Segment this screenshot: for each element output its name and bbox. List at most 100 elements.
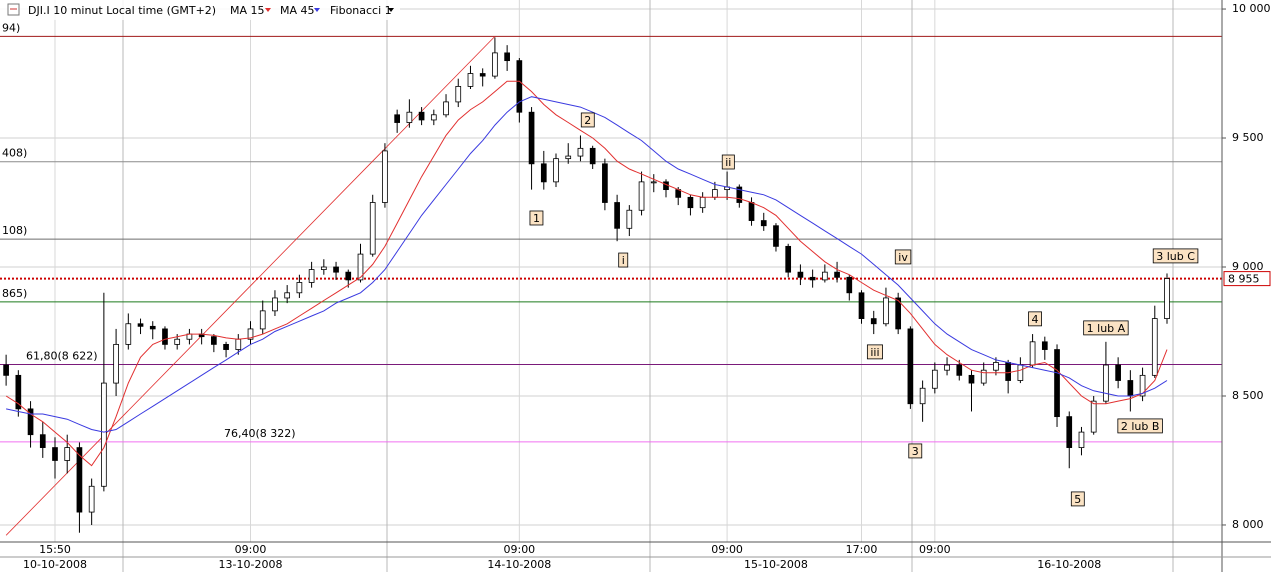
wave-label: 5 [1074, 493, 1081, 506]
candle-body [1017, 364, 1024, 381]
y-tick-label: 8 000 [1232, 518, 1264, 531]
wave-label: 1 lub A [1087, 322, 1126, 335]
date-label: 16-10-2008 [1037, 558, 1101, 571]
wave-label-box [866, 344, 883, 360]
candle-body [333, 266, 339, 273]
candle-body [553, 158, 559, 183]
wave-label: 3 lub C [1156, 250, 1195, 263]
candle-body [357, 253, 364, 281]
candle-body [834, 271, 840, 278]
wave-label-box [1028, 311, 1042, 327]
toolbar-title[interactable]: DJI.I 10 minut Local time (GMT+2) [28, 4, 216, 17]
candle-body [1151, 318, 1158, 376]
candle-body [712, 189, 718, 198]
candle-body [993, 362, 999, 371]
candle-body [956, 364, 963, 376]
candle-body [1029, 341, 1036, 366]
y-tick-label: 9 000 [1232, 260, 1264, 273]
candle-body [39, 434, 46, 448]
candle-body [907, 328, 914, 405]
candle-body [174, 338, 181, 345]
date-label: 14-10-2008 [487, 558, 551, 571]
x-tick-label: 09:00 [235, 543, 267, 556]
candle-body [284, 292, 291, 299]
wave-label-box [894, 249, 912, 265]
wave-label: i [622, 254, 625, 267]
ma-line [5, 96, 1168, 433]
candle-body [687, 196, 694, 209]
x-tick-label: 09:00 [503, 543, 535, 556]
candle-body [149, 325, 156, 330]
candle-body [162, 328, 168, 345]
candle-body [272, 297, 278, 312]
candle-body [1164, 278, 1170, 319]
x-tick-label: 15:50 [39, 543, 71, 556]
candle-body [113, 343, 119, 384]
wave-label-box [1070, 491, 1085, 507]
candle-body [125, 323, 132, 345]
candle-body [76, 447, 83, 513]
x-tick-label: 17:00 [846, 543, 878, 556]
candle-body [785, 245, 792, 273]
last-price-badge [1223, 271, 1271, 287]
fib-label: 108) [2, 224, 27, 237]
wave-label: 2 lub B [1121, 420, 1160, 433]
candle-body [773, 225, 779, 247]
candle-body [822, 271, 828, 281]
dropdown-arrow[interactable] [265, 8, 271, 12]
candle-body [1066, 416, 1073, 448]
candle-body [919, 387, 926, 405]
candle-body [1005, 362, 1011, 381]
dropdown-arrow[interactable] [388, 8, 394, 12]
candle-body [1078, 431, 1085, 448]
candle-body [137, 323, 144, 327]
candle-body [1115, 364, 1121, 381]
legend-entry[interactable]: Fibonacci 1 [330, 4, 392, 17]
candle-body [455, 86, 462, 103]
legend-entry[interactable]: MA 45 [280, 4, 315, 17]
candle-body [540, 163, 547, 183]
candle-body [577, 147, 584, 157]
candle-body [492, 52, 498, 77]
toolbar: DJI.I 10 minut Local time (GMT+2) MA 15 … [0, 0, 400, 20]
candle-body [88, 485, 95, 513]
candle-body [27, 408, 34, 436]
candle-body [1103, 364, 1109, 402]
wave-label: ii [725, 156, 731, 169]
candle-body [247, 328, 254, 340]
candle-body [406, 111, 413, 123]
candle-body [589, 147, 596, 165]
wave-label-box [1083, 320, 1129, 336]
date-label: 13-10-2008 [219, 558, 283, 571]
candle-body [369, 202, 376, 255]
wave-label-box [1117, 418, 1163, 434]
candle-body [504, 52, 510, 62]
wave-label: 1 [533, 212, 540, 225]
candle-body [650, 181, 657, 184]
candle-body [797, 271, 804, 278]
wave-label-box [618, 252, 629, 268]
wave-label-box [1152, 248, 1199, 264]
candle-body [858, 292, 865, 319]
fib-label: 76,40(8 322) [224, 427, 296, 440]
y-tick-label: 8 500 [1232, 389, 1264, 402]
toolbar-bg [0, 0, 400, 20]
wave-label-box [908, 443, 923, 459]
x-tick-label: 09:00 [711, 543, 743, 556]
candle-body [809, 276, 816, 281]
legend-entry[interactable]: MA 15 [230, 4, 265, 17]
candle-body [467, 73, 474, 87]
x-tick-label: 09:00 [919, 543, 951, 556]
wave-label: 4 [1032, 313, 1039, 326]
candle-body [223, 343, 229, 350]
candle-body [602, 163, 608, 203]
y-tick-label: 10 000 [1232, 2, 1271, 15]
candle-body [3, 364, 9, 376]
dropdown-arrow[interactable] [314, 8, 320, 12]
date-label: 10-10-2008 [23, 558, 87, 571]
wave-label: iii [870, 346, 879, 359]
fib-label: 61,80(8 622) [26, 350, 98, 363]
candle-body [479, 73, 486, 77]
